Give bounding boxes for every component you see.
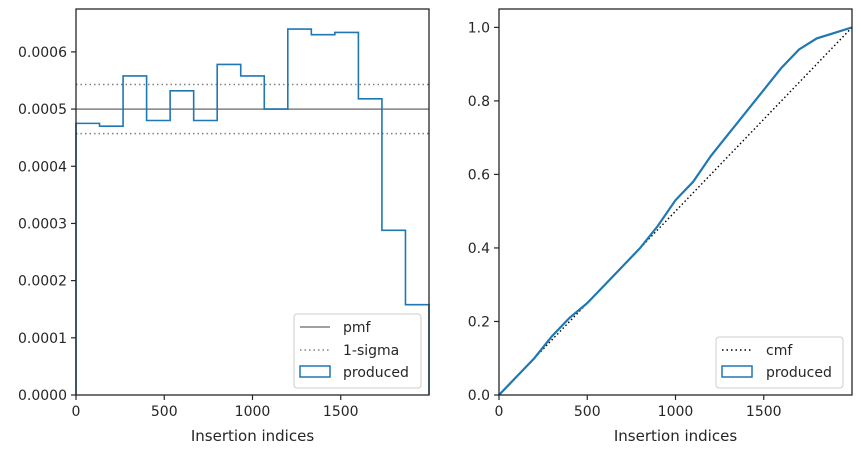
right-y-tick-label: 0.6 xyxy=(468,167,490,183)
left-plot-area xyxy=(75,28,430,395)
left-chart: 0 500 1000 1500 0.00000.00010.00020.00030.0… xyxy=(18,8,430,445)
right-plot-area xyxy=(498,26,853,396)
left-x-tick-label: 500 xyxy=(151,404,178,420)
left-y-tick-label: 0.0003 xyxy=(18,216,67,232)
cmf-line xyxy=(498,26,853,396)
right-x-tick-label: 1500 xyxy=(746,404,782,420)
left-y-tick-label: 0.0001 xyxy=(18,331,67,347)
left-legend-box xyxy=(293,313,422,389)
right-chart: 0 500 1000 1500 0.0 0.2 0.4 0.6 0.8 1.0 Insertio… xyxy=(468,8,853,445)
legend-produced-swatch-right xyxy=(721,365,753,378)
left-x-ticks: 0 500 1000 1500 xyxy=(72,395,359,420)
legend-pmf-label: pmf xyxy=(343,320,372,336)
right-y-ticks: 0.0 0.2 0.4 0.6 0.8 1.0 xyxy=(468,20,499,404)
right-y-tick-label: 1.0 xyxy=(468,20,490,36)
right-legend-box xyxy=(715,336,844,389)
produced-cumulative-line xyxy=(498,26,853,396)
left-legend: pmf 1-sigma produced xyxy=(293,313,422,389)
right-y-tick-label: 0.2 xyxy=(468,314,490,330)
left-y-tick-label: 0.0005 xyxy=(18,102,67,118)
legend-produced-label: produced xyxy=(343,365,409,381)
right-x-tick-label: 500 xyxy=(574,404,601,420)
legend-produced-label-right: produced xyxy=(766,365,832,381)
left-x-tick-label: 1000 xyxy=(235,404,271,420)
left-y-tick-label: 0.0004 xyxy=(18,159,67,175)
legend-1-sigma-label: 1-sigma xyxy=(343,343,399,359)
produced-histogram-step xyxy=(75,28,430,395)
right-y-tick-label: 0.0 xyxy=(468,388,490,404)
right-y-tick-label: 0.4 xyxy=(468,241,490,257)
right-x-tick-label: 0 xyxy=(495,404,504,420)
left-y-ticks: 0.0000 0.0001 0.0002 0.0003 0.0004 0.0005 0.00… xyxy=(18,45,76,404)
right-x-tick-label: 1000 xyxy=(658,404,694,420)
right-x-axis-label: Insertion indices xyxy=(614,427,737,445)
left-y-tick-label: 0.0006 xyxy=(18,45,67,61)
left-x-tick-label: 0 xyxy=(72,404,81,420)
left-x-axis-label: Insertion indices xyxy=(191,427,314,445)
right-x-ticks: 0 500 1000 1500 xyxy=(495,395,782,420)
left-x-tick-label: 1500 xyxy=(323,404,359,420)
right-y-tick-label: 0.8 xyxy=(468,94,490,110)
legend-produced-swatch xyxy=(299,365,331,378)
left-y-tick-label: 0.0000 xyxy=(18,388,67,404)
left-y-tick-label: 0.0002 xyxy=(18,274,67,290)
legend-cmf-label: cmf xyxy=(766,343,793,359)
right-legend: cmf produced xyxy=(715,336,844,389)
